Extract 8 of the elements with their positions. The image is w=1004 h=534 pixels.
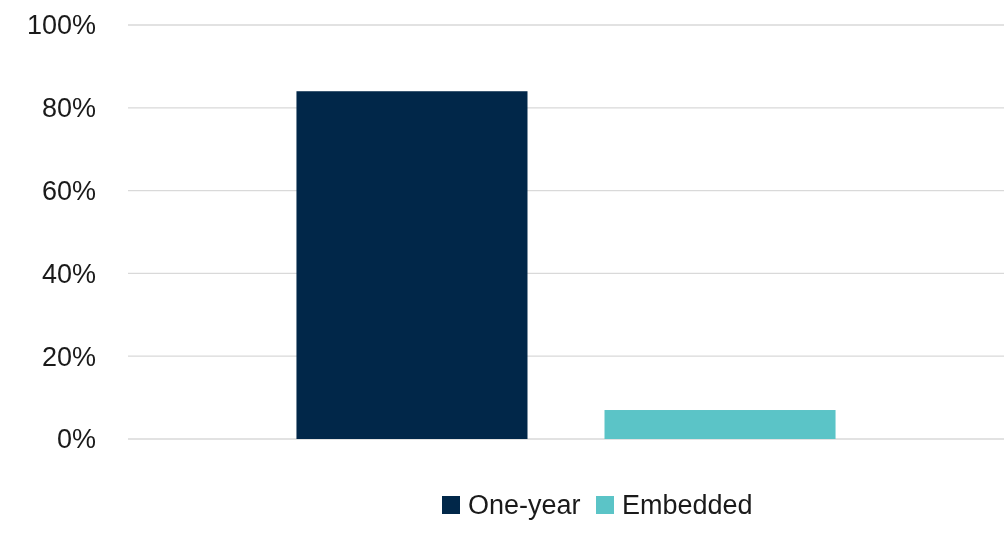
legend-label: Embedded [622,490,753,520]
y-tick-label: 40% [41,258,96,289]
legend-label: One-year [468,490,581,520]
y-tick-label: 80% [41,93,96,124]
y-tick-label: 100% [26,10,96,41]
y-tick-label: 60% [41,176,96,207]
y-tick-label: 0% [56,424,96,455]
y-tick-label: 20% [41,341,96,372]
